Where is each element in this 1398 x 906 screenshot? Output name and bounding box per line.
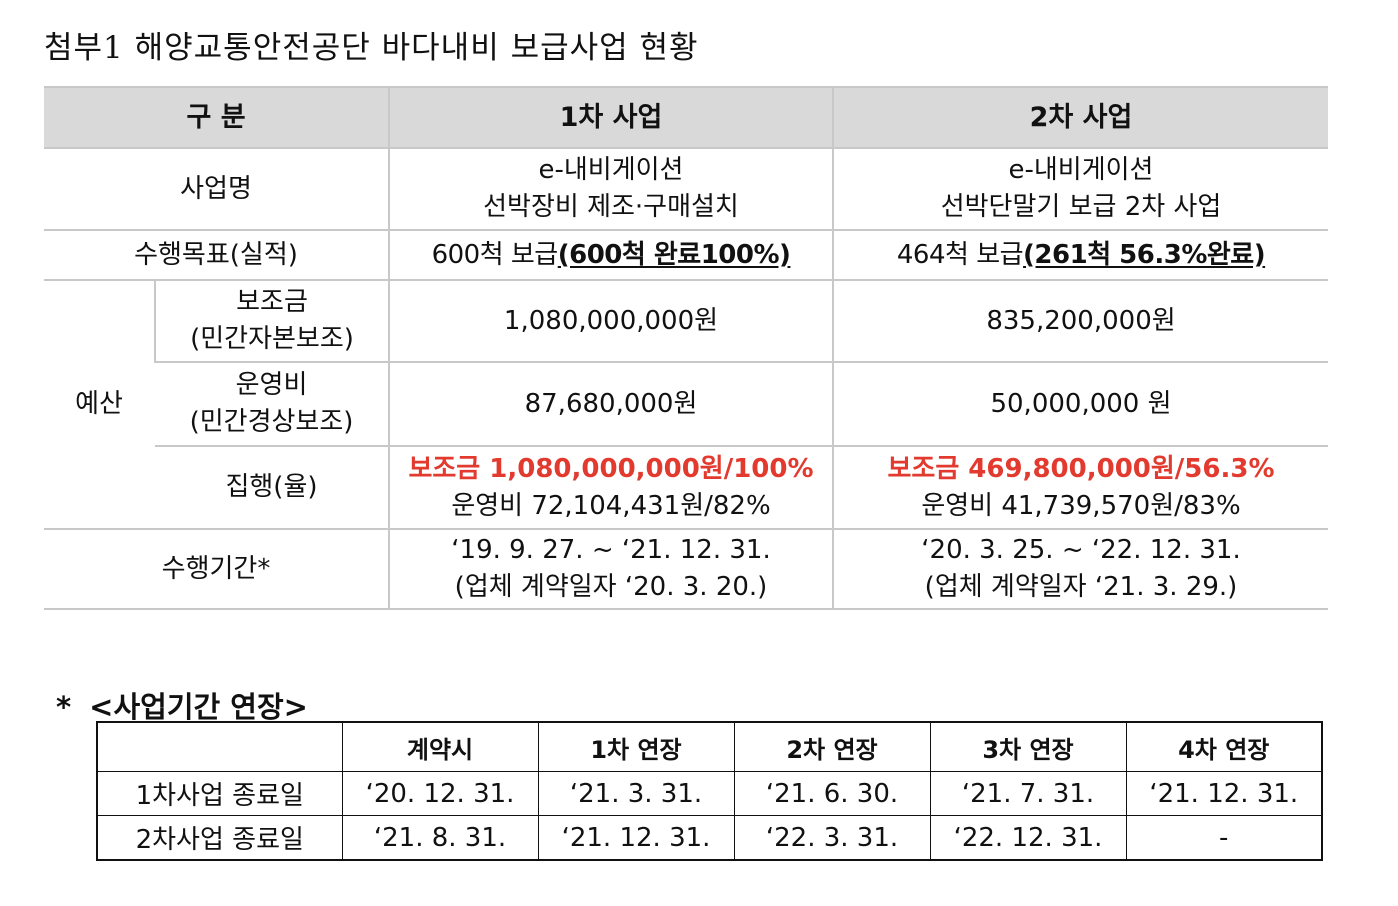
row-target: 수행목표(실적) 600척 보급(600척 완료100%) 464척 보급(26… (44, 230, 1328, 281)
first-target: 600척 보급(600척 완료100%) (388, 230, 833, 281)
second-project-name-line2: 선박단말기 보급 2차 사업 (940, 192, 1222, 222)
first-target-plain: 600척 보급 (431, 239, 559, 270)
first-project-name-line1: e-내비게이션 (538, 155, 684, 185)
table-cell: ‘21. 8. 31. (341, 815, 539, 861)
extension-header-row: 계약시 1차 연장 2차 연장 3차 연장 4차 연장 (96, 721, 1323, 772)
second-operating: 50,000,000 원 (832, 362, 1328, 447)
document-title: 첨부1 해양교통안전공단 바다내비 보급사업 현황 (44, 30, 699, 66)
extension-heading: * <사업기간 연장> (56, 684, 308, 726)
extension-header-ext2: 2차 연장 (733, 721, 931, 772)
table-row: 2차사업 종료일 ‘21. 8. 31. ‘21. 12. 31. ‘22. 3… (96, 815, 1323, 861)
row-execution: 집행(율) 보조금 1,080,000,000원/100% 운영비 72,104… (44, 446, 1328, 530)
second-execution: 보조금 469,800,000원/56.3% 운영비 41,739,570원/8… (832, 446, 1328, 530)
second-execution-operating: 운영비 41,739,570원/83% (921, 490, 1241, 521)
row-period: 수행기간* ‘19. 9. 27. ~ ‘21. 12. 31. (업체 계약일… (44, 529, 1328, 610)
table-cell: ‘22. 12. 31. (929, 815, 1127, 861)
extension-header-contract: 계약시 (341, 721, 539, 772)
extension-table: 계약시 1차 연장 2차 연장 3차 연장 4차 연장 1차사업 종료일 ‘20… (96, 721, 1323, 861)
table-cell: ‘21. 12. 31. (537, 815, 735, 861)
row-operating: 운영비 (민간경상보조) 87,680,000원 50,000,000 원 (44, 362, 1328, 447)
first-period-range: ‘19. 9. 27. ~ ‘21. 12. 31. (451, 535, 771, 565)
second-project-name: e-내비게이션 선박단말기 보급 2차 사업 (832, 148, 1328, 231)
first-operating: 87,680,000원 (388, 362, 833, 447)
second-target-plain: 464척 보급 (896, 239, 1024, 270)
first-project-name: e-내비게이션 선박장비 제조·구매설치 (388, 148, 833, 231)
label-execution: 집행(율) (155, 446, 389, 530)
table-cell: - (1125, 815, 1323, 861)
first-project-name-line2: 선박장비 제조·구매설치 (483, 192, 739, 222)
footnote-star: * (56, 690, 72, 724)
table-cell: ‘21. 12. 31. (1125, 771, 1323, 816)
second-period-range: ‘20. 3. 25. ~ ‘22. 12. 31. (921, 535, 1241, 565)
second-period-contract: (업체 계약일자 ‘21. 3. 29.) (924, 572, 1238, 602)
table-cell: ‘21. 3. 31. (537, 771, 735, 816)
label-period: 수행기간* (44, 529, 389, 610)
second-target-result: (261척 56.3%완료) (1023, 239, 1266, 270)
header-category: 구 분 (44, 86, 389, 149)
label-operating: 운영비 (민간경상보조) (155, 362, 389, 447)
label-target: 수행목표(실적) (44, 230, 389, 281)
extension-header-ext1: 1차 연장 (537, 721, 735, 772)
row-project-name: 사업명 e-내비게이션 선박장비 제조·구매설치 e-내비게이션 선박단말기 보… (44, 148, 1328, 231)
label-subsidy-line1: 보조금 (236, 287, 308, 317)
table-cell: ‘22. 3. 31. (733, 815, 931, 861)
extension-header-ext4: 4차 연장 (1125, 721, 1323, 772)
label-subsidy-line2: (민간자본보조) (190, 324, 354, 354)
header-row: 구 분 1차 사업 2차 사업 (44, 86, 1328, 149)
label-operating-line1: 운영비 (235, 370, 308, 400)
extension-header-blank (96, 721, 343, 772)
second-execution-subsidy: 보조금 469,800,000원/56.3% (887, 453, 1275, 484)
second-subsidy: 835,200,000원 (832, 280, 1328, 363)
project-status-table: 구 분 1차 사업 2차 사업 사업명 e-내비게이션 선박장비 제조·구매설치… (44, 86, 1328, 610)
row-label: 2차사업 종료일 (96, 815, 343, 861)
header-first-project: 1차 사업 (388, 86, 833, 149)
header-second-project: 2차 사업 (832, 86, 1328, 149)
second-target: 464척 보급(261척 56.3%완료) (832, 230, 1328, 281)
first-period: ‘19. 9. 27. ~ ‘21. 12. 31. (업체 계약일자 ‘20.… (388, 529, 833, 610)
label-project-name: 사업명 (44, 148, 389, 231)
first-execution-subsidy: 보조금 1,080,000,000원/100% (408, 453, 814, 484)
first-execution-operating: 운영비 72,104,431원/82% (451, 490, 771, 521)
row-subsidy: 예산 보조금 (민간자본보조) 1,080,000,000원 835,200,0… (44, 280, 1328, 530)
table-cell: ‘20. 12. 31. (341, 771, 539, 816)
first-target-result: (600척 완료100%) (557, 239, 791, 270)
label-operating-line2: (민간경상보조) (189, 407, 354, 437)
label-budget: 예산 (44, 280, 155, 530)
second-period: ‘20. 3. 25. ~ ‘22. 12. 31. (업체 계약일자 ‘21.… (832, 529, 1328, 610)
extension-title: <사업기간 연장> (89, 690, 308, 724)
table-row: 1차사업 종료일 ‘20. 12. 31. ‘21. 3. 31. ‘21. 6… (96, 771, 1323, 816)
first-period-contract: (업체 계약일자 ‘20. 3. 20.) (454, 572, 768, 602)
second-project-name-line1: e-내비게이션 (1008, 155, 1154, 185)
table-cell: ‘21. 7. 31. (929, 771, 1127, 816)
label-subsidy: 보조금 (민간자본보조) (154, 280, 389, 363)
first-subsidy: 1,080,000,000원 (388, 280, 833, 363)
row-label: 1차사업 종료일 (96, 771, 343, 816)
first-execution: 보조금 1,080,000,000원/100% 운영비 72,104,431원/… (388, 446, 833, 530)
table-cell: ‘21. 6. 30. (733, 771, 931, 816)
extension-header-ext3: 3차 연장 (929, 721, 1127, 772)
